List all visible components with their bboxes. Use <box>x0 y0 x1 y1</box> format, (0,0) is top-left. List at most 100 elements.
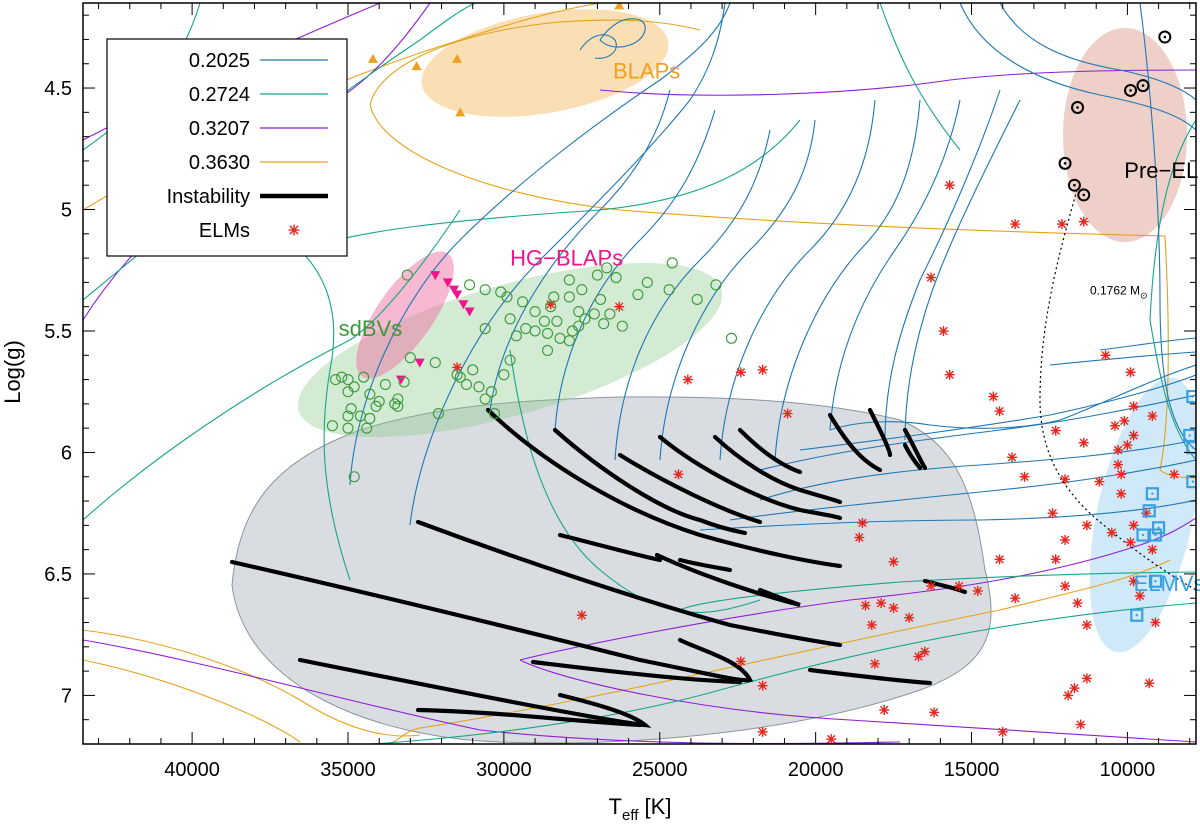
elm-point <box>1019 471 1030 482</box>
elm-point <box>614 301 625 312</box>
elm-point <box>757 726 768 737</box>
sdbv-point <box>495 286 507 298</box>
elmv-point <box>1130 608 1144 622</box>
elm-point <box>1125 537 1136 548</box>
sdbv-point <box>579 313 591 325</box>
sdbv-point <box>361 422 373 434</box>
y-tick-label: 7 <box>61 685 72 707</box>
elm-point <box>1128 430 1139 441</box>
plot-frame <box>82 2 1197 745</box>
region-label: HG−BLAPs <box>510 245 623 270</box>
legend: 0.2025 0.2724 0.3207 0.3630 Instability ELMs <box>106 38 348 257</box>
hg-blap-point <box>430 271 441 281</box>
elm-point <box>735 656 746 667</box>
sdbv-point <box>392 393 404 405</box>
elm-point <box>1113 459 1124 470</box>
sdbv-point <box>401 269 413 281</box>
elm-point <box>994 406 1005 417</box>
elm-point <box>860 600 871 611</box>
blaps-markers <box>367 3 625 117</box>
region-label: ELMVs <box>1134 571 1200 596</box>
y-axis-ticks: 4.5 5 5.5 6 6.5 7 <box>44 14 1196 745</box>
sdbv-point <box>479 393 491 405</box>
elm-point <box>1050 425 1061 436</box>
track-mass-annotation: 0.1762 M⊙ <box>1090 284 1148 301</box>
elm-point <box>1078 437 1089 448</box>
sdbv-point <box>663 284 675 296</box>
x-axis-title: Teff [K] <box>609 794 672 824</box>
sdbv-point <box>641 276 653 288</box>
sdbv-point <box>604 308 616 320</box>
elm-point <box>1081 619 1092 630</box>
x-axis-ticks: 40000 35000 30000 25000 20000 15000 10000 <box>98 3 1191 781</box>
sdbv-point <box>454 371 466 383</box>
sdbv-point <box>464 279 476 291</box>
x-tick-label: 35000 <box>320 759 376 781</box>
sdbv-point <box>538 315 550 327</box>
elm-point <box>1069 683 1080 694</box>
y-tick-label: 5.5 <box>44 321 72 343</box>
sdbv-point <box>504 313 516 325</box>
pre-elmvs-region <box>1063 28 1187 242</box>
elm-point <box>1094 476 1105 487</box>
sdbv-point <box>373 395 385 407</box>
elm-point <box>879 704 890 715</box>
sdbv-point <box>473 381 485 393</box>
pre-elmv-point <box>1067 178 1081 192</box>
elm-point <box>1122 440 1133 451</box>
sdbv-point <box>358 371 370 383</box>
blap-point <box>614 3 625 10</box>
y-tick-label: 4.5 <box>44 78 72 100</box>
elmv-point <box>1142 504 1156 518</box>
elm-point <box>1116 488 1127 499</box>
legend-entry: 0.3207 <box>189 118 328 140</box>
sdbv-point <box>432 408 444 420</box>
sdbv-point <box>616 320 628 332</box>
sdbv-point <box>510 330 522 342</box>
sdbv-point <box>329 374 342 386</box>
elm-point <box>1100 350 1111 361</box>
sdbv-point <box>573 320 585 332</box>
elm-point <box>1128 576 1139 587</box>
elmv-point <box>1186 441 1196 455</box>
sdbv-point <box>517 296 529 308</box>
legend-swatch <box>288 224 300 236</box>
hg-blap-point <box>396 375 406 385</box>
elm-point <box>1109 420 1120 431</box>
legend-entry: 0.2724 <box>189 84 328 106</box>
pre-elmv-point <box>1058 156 1072 170</box>
y-tick-label: 6.5 <box>44 564 72 586</box>
elm-point <box>1125 367 1136 378</box>
elm-point <box>1050 554 1061 565</box>
legend-entry: 0.2025 <box>189 50 328 72</box>
sdbv-point <box>392 400 404 412</box>
elmv-point <box>1151 521 1166 535</box>
sdbv-point <box>666 257 678 269</box>
sdbv-point <box>545 301 557 313</box>
elm-point <box>1119 415 1130 426</box>
sdbv-point <box>588 308 600 320</box>
sdbv-point <box>563 291 575 303</box>
elm-point <box>866 619 877 630</box>
elm-point <box>1063 690 1074 701</box>
elmv-point <box>1148 528 1163 542</box>
sdbv-point <box>563 274 575 286</box>
sdbv-point <box>529 305 541 318</box>
elmv-markers <box>1130 389 1196 622</box>
sdbv-point <box>479 323 491 335</box>
sdbv-point <box>563 335 575 347</box>
elm-point <box>913 651 924 662</box>
elm-point <box>1072 598 1083 609</box>
elm-point <box>994 554 1005 565</box>
sdbv-point <box>691 293 703 305</box>
sdbv-markers <box>326 257 738 483</box>
elmv-point <box>1186 389 1196 404</box>
region-label: BLAPs <box>613 58 680 83</box>
sdbv-point <box>429 357 441 369</box>
sdbv-point <box>342 386 354 398</box>
sdbv-point <box>336 371 348 383</box>
legend-box <box>106 38 348 257</box>
x-tick-label: 15000 <box>944 759 1000 781</box>
sdbv-point <box>591 269 603 281</box>
elm-point <box>782 408 793 419</box>
